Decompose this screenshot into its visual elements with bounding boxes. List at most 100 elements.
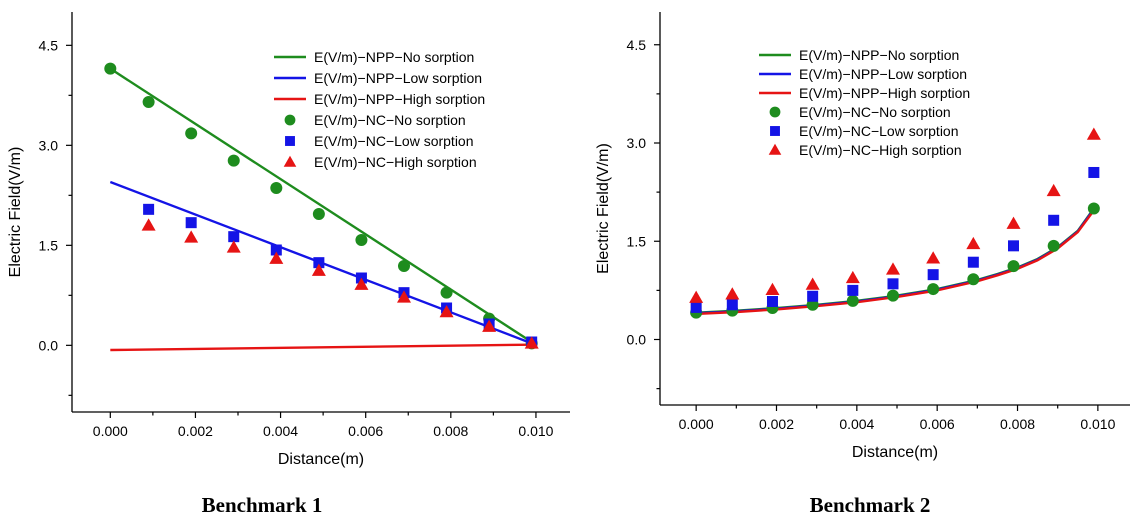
data-point-square bbox=[766, 296, 778, 308]
series-line-red bbox=[110, 343, 532, 352]
data-point-triangle bbox=[397, 290, 411, 303]
data-point-square bbox=[228, 231, 240, 243]
x-tick-label: 0.004 bbox=[263, 423, 298, 439]
data-point-circle bbox=[927, 283, 940, 296]
data-point-triangle bbox=[141, 218, 156, 231]
legend-entry-label: E(V/m)−NC−No sorption bbox=[314, 112, 466, 128]
x-tick-label: 0.002 bbox=[178, 423, 213, 439]
data-point-square bbox=[270, 244, 282, 256]
data-point-circle bbox=[270, 182, 283, 194]
figure-caption: Benchmark 2 bbox=[810, 493, 931, 517]
legend-entry-label: E(V/m)−NC−High sorption bbox=[314, 154, 477, 170]
data-point-square bbox=[1088, 166, 1100, 178]
data-point-circle bbox=[846, 294, 859, 307]
data-point-square bbox=[185, 217, 197, 229]
data-point-square bbox=[967, 256, 979, 268]
data-point-square bbox=[927, 269, 939, 281]
chart-benchmark-2: 0.000 0.002 0.004 0.006 0.008 0.010 0.0 1.5 3.0 4… bbox=[595, 12, 1130, 517]
data-point-square bbox=[1008, 240, 1020, 252]
legend-marker-swatch bbox=[285, 136, 295, 146]
data-point-triangle bbox=[184, 230, 199, 243]
data-point-circle bbox=[398, 260, 410, 272]
y-tick-label: 0.0 bbox=[627, 332, 647, 348]
legend-entry-label: E(V/m)−NPP−No sorption bbox=[314, 49, 474, 65]
legend-marker-swatch bbox=[283, 155, 297, 167]
legend-entry-label: E(V/m)−NC−High sorption bbox=[799, 142, 962, 158]
data-point-circle bbox=[355, 234, 368, 246]
data-point-triangle bbox=[311, 263, 326, 276]
data-point-square bbox=[807, 290, 819, 302]
data-point-square bbox=[690, 301, 702, 313]
x-tick-label: 0.000 bbox=[679, 416, 714, 432]
data-point-triangle bbox=[226, 240, 241, 253]
x-tick-label: 0.006 bbox=[920, 416, 955, 432]
figure-caption: Benchmark 1 bbox=[202, 493, 323, 517]
legend-entry-label: E(V/m)−NC−Low sorption bbox=[314, 133, 474, 149]
legend-entry-label: E(V/m)−NPP−Low sorption bbox=[799, 66, 967, 82]
x-tick-label: 0.010 bbox=[1080, 416, 1115, 432]
data-point-triangle bbox=[1046, 183, 1061, 197]
data-point-triangle bbox=[926, 251, 941, 264]
x-axis-title: Distance(m) bbox=[852, 444, 938, 461]
data-point-triangle bbox=[966, 236, 981, 250]
data-point-square bbox=[313, 257, 325, 269]
x-tick-label: 0.008 bbox=[1000, 416, 1035, 432]
series-line-green bbox=[109, 67, 533, 344]
data-point-triangle bbox=[725, 287, 740, 300]
data-point-circle bbox=[104, 62, 117, 75]
data-point-triangle bbox=[524, 336, 539, 349]
data-point-square bbox=[726, 299, 738, 311]
legend-marker-swatch bbox=[769, 106, 781, 118]
data-point-square bbox=[143, 203, 155, 215]
legend-marker-swatch bbox=[768, 143, 782, 155]
legend: E(V/m)−NPP−No sorption E(V/m)−NPP−Low sor… bbox=[759, 47, 970, 158]
legend-marker-swatch bbox=[770, 126, 780, 136]
y-axis-title: Electric Field(V/m) bbox=[7, 147, 24, 278]
x-tick-label: 0.008 bbox=[433, 423, 468, 439]
data-point-triangle bbox=[482, 319, 497, 332]
data-point-circle bbox=[185, 127, 198, 140]
legend-marker-swatch bbox=[284, 114, 296, 126]
data-point-triangle bbox=[1006, 216, 1021, 229]
legend-entry-label: E(V/m)−NC−No sorption bbox=[799, 104, 951, 120]
data-point-square bbox=[1048, 214, 1060, 226]
data-point-square bbox=[847, 284, 859, 296]
legend-entry-label: E(V/m)−NPP−Low sorption bbox=[314, 70, 482, 86]
data-point-triangle bbox=[1086, 127, 1101, 140]
legend-entry-label: E(V/m)−NPP−No sorption bbox=[799, 47, 959, 63]
data-point-circle bbox=[440, 286, 453, 299]
data-point-circle bbox=[967, 273, 980, 286]
x-axis-title: Distance(m) bbox=[278, 451, 364, 468]
data-point-triangle bbox=[765, 282, 780, 295]
data-point-triangle bbox=[269, 251, 284, 264]
x-tick-label: 0.000 bbox=[93, 423, 128, 439]
data-point-triangle bbox=[439, 305, 454, 318]
legend: E(V/m)−NPP−No sorption E(V/m)−NPP−Low sor… bbox=[274, 49, 485, 170]
y-tick-label: 1.5 bbox=[627, 233, 647, 249]
x-tick-label: 0.006 bbox=[348, 423, 383, 439]
data-point-circle bbox=[312, 208, 325, 220]
y-tick-label: 4.5 bbox=[627, 37, 647, 53]
data-point-triangle bbox=[885, 262, 900, 275]
chart-benchmark-1: 0.000 0.002 0.004 0.006 0.008 0.010 0.0 1.5 3.0 4… bbox=[7, 12, 570, 517]
x-tick-label: 0.004 bbox=[839, 416, 874, 432]
legend-entry-label: E(V/m)−NPP−High sorption bbox=[314, 91, 485, 107]
data-point-triangle bbox=[354, 277, 369, 290]
y-tick-label: 0.0 bbox=[39, 337, 59, 353]
data-point-square bbox=[887, 278, 899, 290]
y-tick-label: 4.5 bbox=[39, 37, 59, 53]
data-point-triangle bbox=[805, 277, 820, 290]
data-point-circle bbox=[1007, 260, 1020, 273]
y-axis-title: Electric Field(V/m) bbox=[595, 143, 612, 274]
y-tick-label: 3.0 bbox=[627, 135, 647, 151]
data-point-triangle bbox=[689, 290, 704, 303]
data-point-circle bbox=[806, 298, 819, 311]
x-tick-label: 0.002 bbox=[759, 416, 794, 432]
data-point-circle bbox=[1087, 202, 1100, 215]
data-point-circle bbox=[1047, 239, 1060, 252]
x-tick-label: 0.010 bbox=[518, 423, 553, 439]
y-tick-label: 3.0 bbox=[39, 137, 59, 153]
data-point-triangle bbox=[845, 270, 860, 284]
legend-entry-label: E(V/m)−NC−Low sorption bbox=[799, 123, 959, 139]
